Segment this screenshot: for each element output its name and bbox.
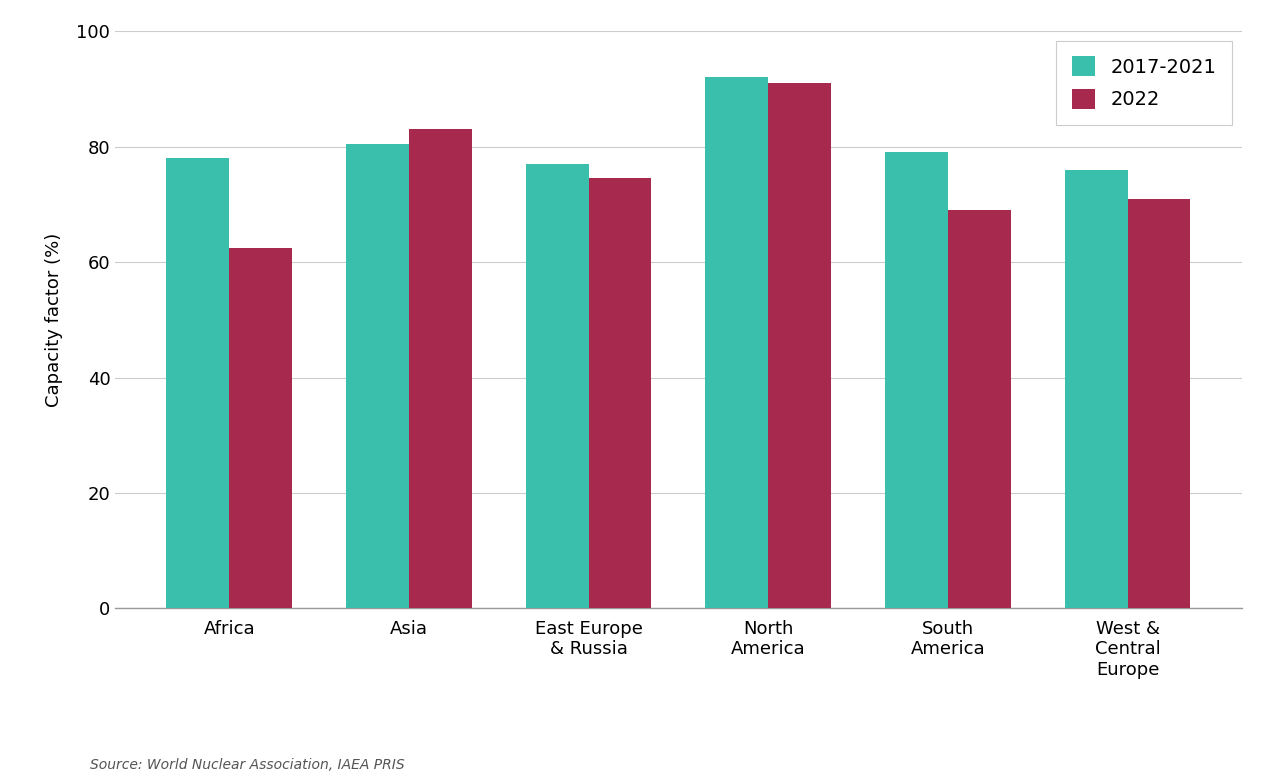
Bar <box>1065 170 1128 608</box>
Bar <box>589 179 652 608</box>
Bar <box>948 210 1011 608</box>
Bar <box>1128 199 1190 608</box>
Bar <box>408 129 472 608</box>
Text: Source: World Nuclear Association, IAEA PRIS: Source: World Nuclear Association, IAEA … <box>90 758 404 772</box>
Y-axis label: Capacity factor (%): Capacity factor (%) <box>45 232 63 407</box>
Bar <box>705 77 768 608</box>
Legend: 2017-2021, 2022: 2017-2021, 2022 <box>1056 41 1231 125</box>
Bar <box>768 83 831 608</box>
Bar <box>526 164 589 608</box>
Bar <box>346 144 408 608</box>
Bar <box>884 152 948 608</box>
Bar <box>229 248 292 608</box>
Bar <box>166 158 229 608</box>
